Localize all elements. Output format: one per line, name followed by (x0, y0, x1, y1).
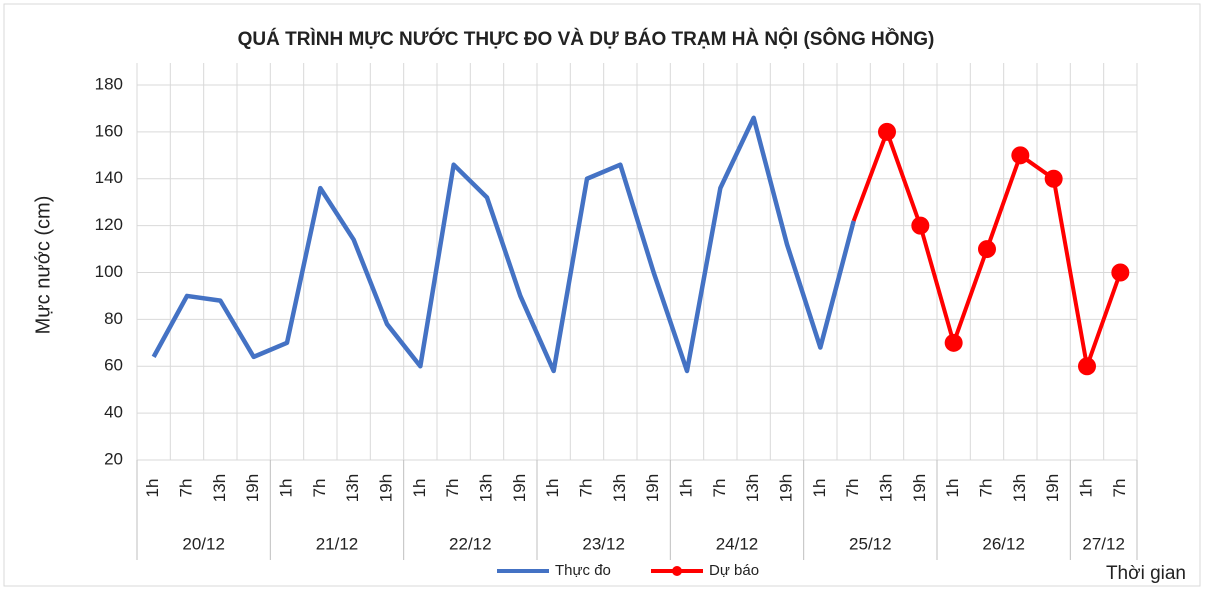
x-tick-label: 19h (510, 474, 529, 502)
x-tick-label: 13h (476, 474, 495, 502)
data-point (1111, 263, 1130, 282)
group-label: 23/12 (582, 534, 625, 553)
group-label: 21/12 (316, 534, 359, 553)
x-tick-label: 19h (376, 474, 395, 502)
x-tick-label: 1h (1076, 479, 1095, 498)
data-point (878, 122, 896, 141)
x-tick-label: 7h (710, 479, 729, 498)
x-tick-label: 19h (243, 474, 262, 502)
legend-label: Thực đo (555, 562, 611, 579)
group-label: 26/12 (982, 534, 1025, 553)
x-tick-label: 19h (643, 474, 662, 502)
x-tick-label: 19h (910, 474, 929, 502)
legend-label: Dự báo (709, 562, 759, 579)
data-point (1044, 169, 1063, 188)
y-tick-label: 20 (104, 449, 123, 468)
x-tick-label: 1h (410, 479, 429, 498)
group-label: 27/12 (1082, 534, 1125, 553)
y-tick-label: 60 (104, 356, 123, 375)
legend-marker (672, 566, 682, 576)
group-label: 22/12 (449, 534, 492, 553)
x-tick-label: 1h (143, 479, 162, 498)
x-tick-label: 1h (810, 479, 829, 498)
x-tick-label: 19h (1043, 474, 1062, 502)
y-tick-label: 40 (104, 403, 123, 422)
x-tick-label: 13h (876, 474, 895, 502)
y-tick-label: 160 (95, 121, 123, 140)
data-point (944, 333, 963, 352)
x-tick-label: 13h (343, 474, 362, 502)
x-tick-label: 13h (1010, 474, 1029, 502)
y-tick-label: 180 (95, 74, 123, 93)
x-tick-label: 7h (843, 479, 862, 498)
data-point (911, 216, 930, 235)
x-tick-label: 13h (210, 474, 229, 502)
group-label: 25/12 (849, 534, 892, 553)
x-tick-label: 7h (976, 479, 995, 498)
y-tick-label: 120 (95, 215, 123, 234)
data-point (978, 240, 996, 259)
x-tick-label: 1h (276, 479, 295, 498)
y-tick-label: 80 (104, 309, 123, 328)
y-tick-label: 100 (95, 262, 123, 281)
data-point (1078, 357, 1096, 376)
chart-title: QUÁ TRÌNH MỰC NƯỚC THỰC ĐO VÀ DỰ BÁO TRẠ… (238, 28, 935, 50)
x-tick-label: 7h (176, 479, 195, 498)
y-tick-label: 140 (95, 168, 123, 187)
x-tick-label: 7h (310, 479, 329, 498)
x-tick-label: 7h (576, 479, 595, 498)
x-tick-label: 1h (676, 479, 695, 498)
x-tick-label: 1h (543, 479, 562, 498)
x-tick-label: 13h (743, 474, 762, 502)
x-tick-label: 19h (776, 474, 795, 502)
group-label: 20/12 (182, 534, 225, 553)
x-axis-label: Thời gian (1106, 563, 1186, 584)
group-label: 24/12 (716, 534, 759, 553)
y-axis-label: Mực nước (cm) (32, 196, 54, 335)
x-tick-label: 7h (1110, 479, 1129, 498)
series-line (151, 115, 856, 374)
x-tick-label: 13h (610, 474, 629, 502)
data-point (1011, 146, 1030, 165)
x-tick-label: 7h (443, 479, 462, 498)
x-tick-label: 1h (943, 479, 962, 498)
